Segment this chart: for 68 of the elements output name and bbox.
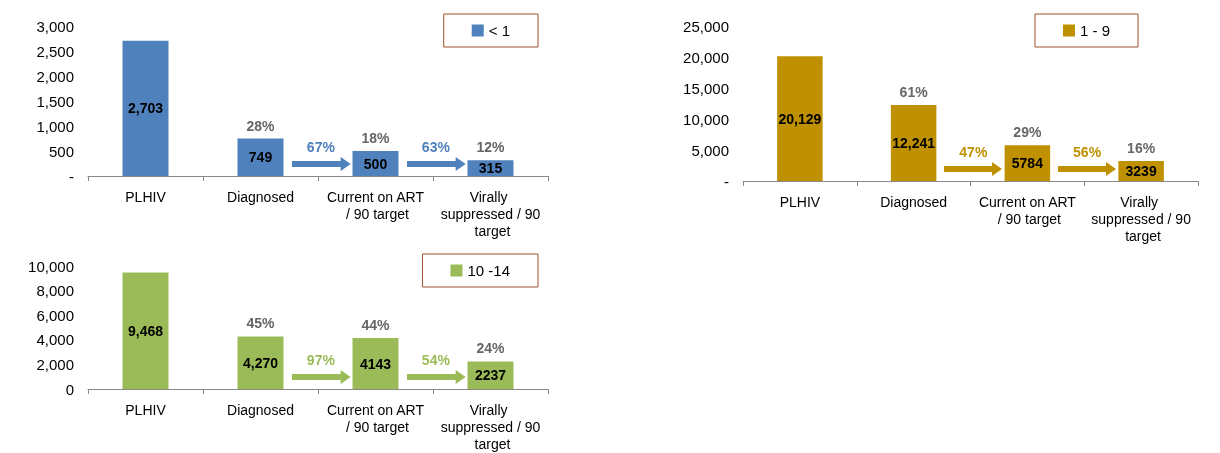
y-tick-label: - bbox=[69, 167, 74, 185]
bar bbox=[122, 40, 169, 176]
bar bbox=[237, 336, 284, 389]
annotation: 47% bbox=[959, 144, 988, 160]
data-label: 20,129 bbox=[778, 110, 822, 127]
y-tick-label: 0 bbox=[65, 380, 74, 398]
y-tick-label: 10,000 bbox=[683, 110, 729, 128]
annotation: 24% bbox=[476, 340, 506, 357]
annotation: 12% bbox=[476, 139, 506, 156]
y-tick-label: 8,000 bbox=[36, 282, 74, 300]
x-tick-label: Current on ART / 90 target bbox=[978, 193, 1077, 227]
x-tick-label: Virally suppressed / 90 target bbox=[1091, 193, 1192, 244]
annotation: 56% bbox=[1073, 144, 1102, 160]
y-tick-label: 20,000 bbox=[683, 48, 729, 66]
y-tick-label: 500 bbox=[48, 142, 74, 160]
x-tick-label: Current on ART / 90 target bbox=[326, 401, 425, 435]
y-tick-label: 2,500 bbox=[36, 42, 74, 60]
bar bbox=[890, 105, 937, 181]
annotation: 54% bbox=[421, 352, 451, 368]
legend-label: < 1 bbox=[488, 22, 511, 39]
data-label: 2237 bbox=[474, 367, 507, 384]
bar bbox=[122, 272, 169, 389]
bar bbox=[352, 338, 399, 389]
annotation: 97% bbox=[306, 352, 336, 368]
legend-label: 1 - 9 bbox=[1079, 22, 1110, 39]
data-label: 2,703 bbox=[127, 100, 164, 117]
y-tick-label: 2,000 bbox=[36, 67, 74, 85]
y-tick-label: 3,000 bbox=[36, 17, 74, 35]
y-tick-label: 10,000 bbox=[28, 257, 74, 275]
x-tick-label: Diagnosed bbox=[227, 188, 294, 205]
legend-label: 10 -14 bbox=[467, 262, 511, 279]
data-label: 315 bbox=[478, 160, 503, 177]
data-label: 3239 bbox=[1125, 162, 1157, 179]
x-tick-label: Diagnosed bbox=[227, 401, 294, 418]
x-tick-label: PLHIV bbox=[125, 401, 167, 418]
data-label: 4,270 bbox=[242, 354, 279, 371]
annotation: 18% bbox=[361, 130, 391, 146]
y-tick-label: 6,000 bbox=[36, 306, 74, 324]
x-tick-label: PLHIV bbox=[779, 193, 821, 210]
data-label: 5784 bbox=[1011, 155, 1044, 172]
data-label: 12,241 bbox=[892, 135, 936, 152]
x-tick-label: Virally suppressed / 90 target bbox=[440, 188, 541, 239]
annotation: 61% bbox=[899, 84, 929, 101]
annotation: 67% bbox=[306, 139, 336, 155]
data-label: 9,468 bbox=[127, 322, 164, 339]
bar bbox=[777, 56, 823, 181]
y-tick-label: 1,500 bbox=[36, 92, 74, 110]
y-tick-label: 4,000 bbox=[36, 331, 74, 349]
y-tick-label: - bbox=[724, 172, 729, 190]
y-tick-label: 1,000 bbox=[36, 117, 74, 135]
annotation: 29% bbox=[1013, 124, 1042, 141]
y-tick-label: 2,000 bbox=[36, 355, 74, 373]
data-label: 749 bbox=[248, 149, 273, 166]
data-label: 500 bbox=[363, 155, 388, 172]
y-tick-label: 25,000 bbox=[683, 17, 729, 35]
x-tick-label: Virally suppressed / 90 target bbox=[440, 401, 541, 452]
annotation: 44% bbox=[361, 317, 391, 334]
x-tick-label: Diagnosed bbox=[880, 193, 948, 210]
annotation: 63% bbox=[421, 139, 451, 155]
data-label: 4143 bbox=[359, 355, 392, 372]
y-tick-label: 15,000 bbox=[683, 79, 729, 97]
x-tick-label: PLHIV bbox=[125, 188, 167, 205]
bar bbox=[237, 138, 284, 176]
annotation: 16% bbox=[1127, 139, 1156, 156]
annotation: 28% bbox=[246, 117, 276, 134]
y-tick-label: 5,000 bbox=[691, 141, 729, 159]
annotation: 45% bbox=[246, 315, 276, 332]
x-tick-label: Current on ART / 90 target bbox=[326, 188, 425, 222]
